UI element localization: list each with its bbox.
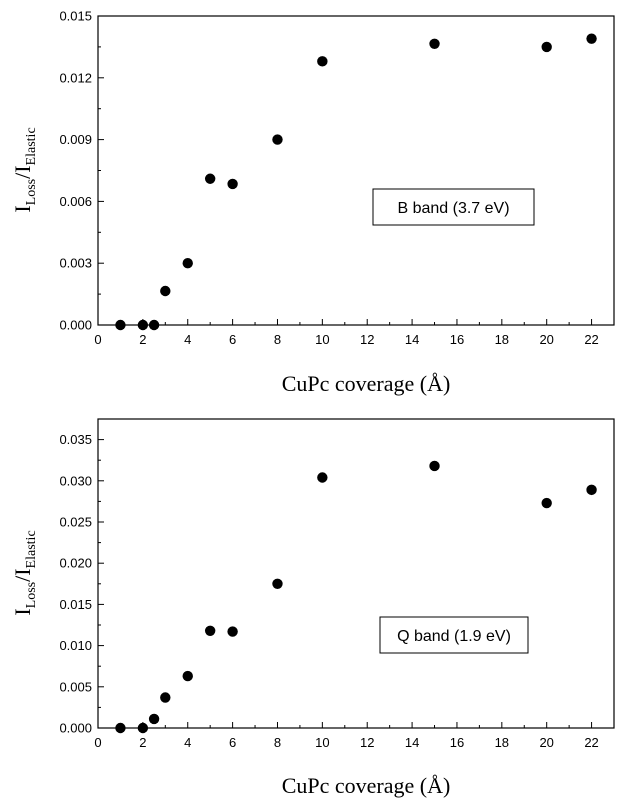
panel-b-band: 0 2 4 6 8 10 12 14 16 18 20 22 0.000 0.003 0.006 0.009 0… <box>10 9 615 396</box>
x-tick-label: 14 <box>405 735 419 750</box>
data-point <box>182 258 193 269</box>
plot-frame <box>97 418 615 729</box>
y-axis-label-sub1: Loss <box>24 582 39 608</box>
data-point <box>429 38 440 50</box>
data-point <box>148 319 160 331</box>
x-tick-label: 22 <box>584 332 598 347</box>
y-tick-label: 0.020 <box>59 556 92 571</box>
annotation-box <box>379 616 529 654</box>
data-point <box>204 173 216 184</box>
y-tick-label: 0.005 <box>59 679 92 694</box>
y-tick-label: 0.015 <box>59 597 92 612</box>
data-point <box>204 625 216 636</box>
x-tick-label: 22 <box>584 735 598 750</box>
x-tick-label: 8 <box>274 332 281 347</box>
x-tick-label: 20 <box>539 735 553 750</box>
x-tick-label: 10 <box>315 332 329 347</box>
y-tick-label: 0.000 <box>59 318 92 333</box>
y-axis-label-slash: /I <box>10 165 35 178</box>
data-point <box>115 319 126 331</box>
x-tick-label: 6 <box>229 332 236 347</box>
x-tick-label: 6 <box>229 735 236 750</box>
data-point <box>317 472 328 483</box>
panel-q-band: 0 2 4 6 8 10 12 14 16 18 20 22 0.000 0.005 0.010 0.015 0… <box>10 418 615 798</box>
data-point <box>541 41 552 53</box>
data-point <box>317 56 328 67</box>
y-axis-label-sub1: Loss <box>24 179 39 205</box>
x-tick-label: 18 <box>495 735 509 750</box>
data-point <box>227 626 238 637</box>
y-tick-label: 0.009 <box>59 132 92 147</box>
y-axis-label: ILoss/IElastic <box>10 530 39 615</box>
y-tick-label: 0.012 <box>59 70 92 85</box>
x-tick-label: 2 <box>139 735 146 750</box>
y-tick-label: 0.000 <box>59 721 92 736</box>
data-point <box>182 670 193 682</box>
x-tick-label: 16 <box>450 735 464 750</box>
plot-frame <box>97 15 615 326</box>
x-tick-label: 20 <box>539 332 553 347</box>
x-tick-label: 4 <box>184 735 191 750</box>
x-tick-label: 0 <box>94 735 101 750</box>
x-tick-label: 2 <box>139 332 146 347</box>
annotation-box <box>372 188 535 226</box>
x-tick-label: 8 <box>274 735 281 750</box>
data-point <box>272 134 283 145</box>
y-axis-label-sub2: Elastic <box>24 127 39 165</box>
data-point <box>272 578 283 589</box>
data-point <box>541 497 552 509</box>
x-axis-label: CuPc coverage (Å) <box>282 371 451 396</box>
y-axis-label-sub2: Elastic <box>24 530 39 568</box>
x-tick-label: 14 <box>405 332 419 347</box>
data-point <box>586 33 597 44</box>
data-point <box>137 722 149 734</box>
x-tick-label: 16 <box>450 332 464 347</box>
data-point <box>160 692 171 703</box>
y-axis-label-main: I <box>10 205 35 212</box>
data-point <box>115 722 126 734</box>
y-axis-label-main: I <box>10 608 35 615</box>
data-point <box>137 319 149 331</box>
data-point <box>586 484 597 496</box>
y-axis-label-slash: /I <box>10 568 35 581</box>
annotation-label: Q band (1.9 eV) <box>397 628 511 645</box>
data-point <box>160 285 171 297</box>
y-tick-label: 0.030 <box>59 473 92 488</box>
x-tick-label: 12 <box>360 735 374 750</box>
x-tick-label: 12 <box>360 332 374 347</box>
x-tick-label: 10 <box>315 735 329 750</box>
x-tick-label: 18 <box>495 332 509 347</box>
annotation-label: B band (3.7 eV) <box>397 200 509 217</box>
y-axis-label: ILoss/IElastic <box>10 127 39 212</box>
y-tick-label: 0.010 <box>59 638 92 653</box>
y-tick-label: 0.006 <box>59 194 92 209</box>
x-tick-label: 4 <box>184 332 191 347</box>
x-axis-label: CuPc coverage (Å) <box>282 773 451 798</box>
data-point <box>227 178 238 190</box>
y-tick-label: 0.025 <box>59 515 92 530</box>
y-tick-label: 0.035 <box>59 432 92 447</box>
data-point <box>148 713 160 725</box>
y-tick-label: 0.015 <box>59 9 92 24</box>
data-point <box>429 460 440 472</box>
y-tick-label: 0.003 <box>59 256 92 271</box>
x-tick-label: 0 <box>94 332 101 347</box>
